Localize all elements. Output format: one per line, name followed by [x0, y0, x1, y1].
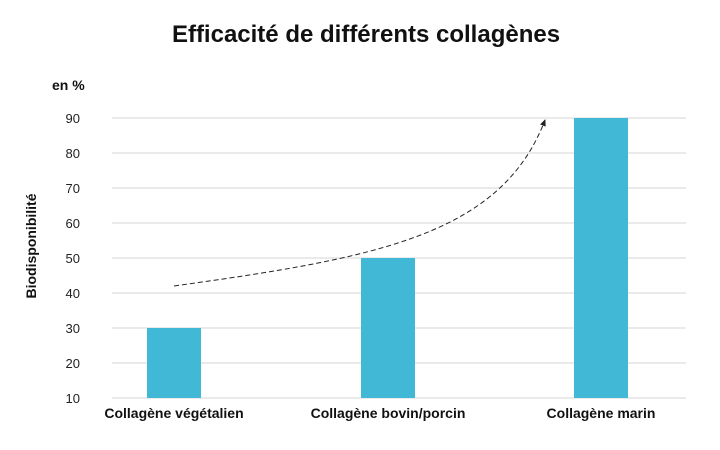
y-tick-label: 70 — [66, 181, 80, 196]
y-tick-label: 20 — [66, 356, 80, 371]
trend-arrow — [173, 119, 546, 287]
chart-title: Efficacité de différents collagènes — [172, 21, 560, 48]
bar — [574, 118, 628, 398]
x-category-label: Collagène marin — [547, 405, 656, 421]
y-tick-label: 10 — [66, 391, 80, 406]
y-tick-label: 60 — [66, 216, 80, 231]
y-tick-label: 90 — [66, 111, 80, 126]
x-category-label: Collagène végétalien — [104, 405, 243, 421]
x-category-label: Collagène bovin/porcin — [311, 405, 466, 421]
x-axis-categories: Collagène végétalien Collagène bovin/porc… — [104, 405, 655, 421]
y-tick-label: 40 — [66, 286, 80, 301]
bar — [147, 328, 201, 398]
y-tick-label: 30 — [66, 321, 80, 336]
y-tick-label: 80 — [66, 146, 80, 161]
y-axis-ticks: 10 20 30 40 50 60 70 80 90 — [66, 111, 80, 406]
y-axis-label: Biodisponibilité — [23, 193, 39, 298]
y-tick-label: 50 — [66, 251, 80, 266]
y-unit-label: en % — [52, 77, 85, 93]
bar — [361, 258, 415, 398]
bars — [147, 118, 628, 398]
